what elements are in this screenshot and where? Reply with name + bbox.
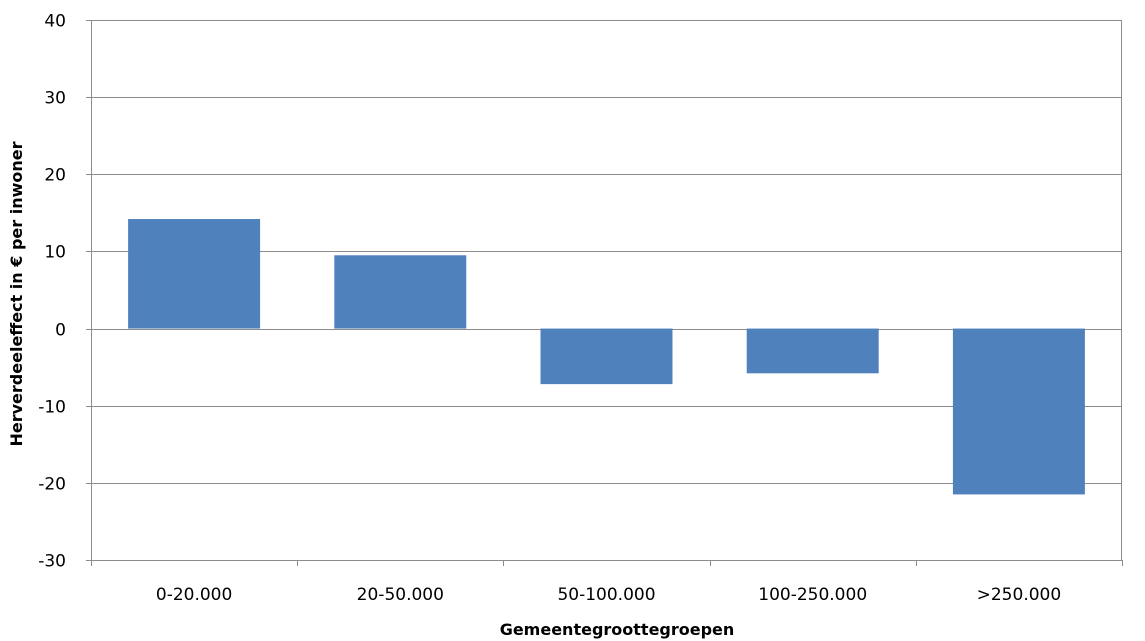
y-tick-label: 40 [44, 12, 66, 32]
x-tick-label: 50-100.000 [557, 585, 655, 605]
bar [952, 328, 1085, 495]
bar [334, 255, 467, 329]
x-tick-label: >250.000 [977, 585, 1062, 605]
y-tick-label: -20 [38, 475, 66, 495]
y-tick-label: 30 [44, 89, 66, 109]
x-tick-labels: 0-20.000 20-50.000 50-100.000 100-250.000 >2… [156, 585, 1061, 605]
y-tick-label: -10 [38, 398, 66, 418]
y-tick-labels: 40 30 20 10 0 -10 -20 -30 [38, 12, 66, 572]
y-tick-label: -30 [38, 552, 66, 572]
bars [128, 219, 1085, 495]
y-tick-label: 0 [55, 321, 66, 341]
x-axis-title: Gemeentegroottegroepen [500, 620, 735, 639]
bar [746, 328, 879, 374]
y-tick-label: 20 [44, 166, 66, 186]
x-tick-label: 100-250.000 [758, 585, 867, 605]
y-tick-label: 10 [44, 243, 66, 263]
x-tick-label: 0-20.000 [156, 585, 232, 605]
y-axis-title: Herverdeeleffect in € per inwoner [7, 141, 26, 446]
bar [128, 219, 261, 329]
axes [86, 20, 1123, 566]
x-tick-label: 20-50.000 [357, 585, 444, 605]
bar [540, 328, 673, 385]
